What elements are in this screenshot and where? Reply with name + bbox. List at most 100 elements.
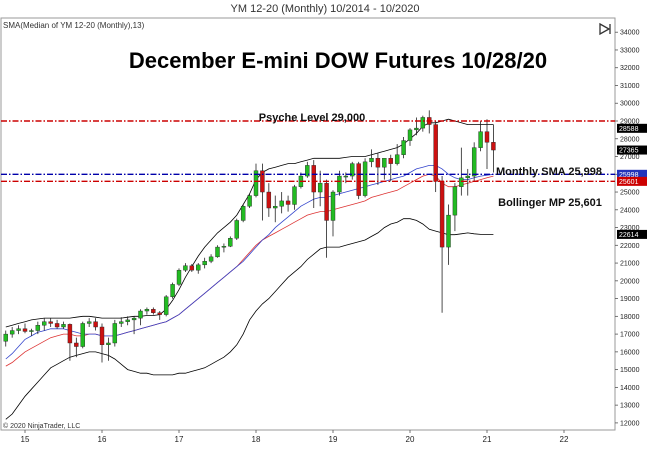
candle	[221, 243, 227, 253]
candle-body	[350, 163, 355, 177]
y-tick-label: 14000	[620, 385, 640, 392]
candle	[484, 119, 490, 169]
y-tick-label: 34000	[620, 30, 640, 37]
price-tag-box	[617, 176, 647, 186]
candle-body	[215, 246, 220, 258]
candle	[266, 183, 272, 217]
candle-body	[446, 214, 451, 248]
x-tick-label: 22	[560, 435, 569, 444]
x-tick-label: 20	[406, 435, 415, 444]
candle-body	[202, 261, 207, 266]
candle-body	[388, 158, 393, 164]
candle-body	[382, 158, 387, 168]
candle	[465, 168, 470, 196]
candle	[163, 295, 169, 317]
candle-body	[285, 200, 291, 205]
candle	[125, 316, 130, 326]
x-tick-label: 16	[98, 435, 107, 444]
candle-body	[208, 256, 214, 262]
candle-body	[471, 147, 477, 177]
candle	[247, 193, 252, 209]
candle-body	[375, 158, 381, 168]
price-tag: 22614	[617, 229, 647, 239]
candle	[151, 307, 156, 315]
candle	[215, 245, 220, 258]
y-tick-label: 16000	[620, 349, 640, 356]
x-tick-label: 19	[329, 435, 338, 444]
price-tag-box	[617, 123, 647, 133]
price-tag-box	[617, 229, 647, 239]
candle-body	[74, 342, 79, 347]
candle-body	[452, 186, 458, 216]
candle	[48, 318, 53, 327]
candle	[80, 321, 85, 349]
candle	[42, 318, 47, 331]
price-tag-label: 25601	[619, 179, 639, 186]
candle	[144, 307, 150, 315]
candle-body	[163, 296, 169, 315]
candle-body	[131, 317, 137, 321]
candle	[74, 337, 79, 358]
candle-body	[80, 323, 85, 347]
x-tick-label: 21	[483, 435, 492, 444]
y-tick-label: 30000	[620, 101, 640, 108]
candle-body	[9, 330, 15, 335]
candle-body	[414, 127, 419, 131]
candle	[330, 190, 336, 237]
candle	[176, 268, 182, 287]
copyright-text: © 2020 NinjaTrader, LLC	[3, 422, 80, 430]
candle	[305, 161, 310, 178]
axes-layer: 12000 13000 14000 15000 16000 17000 18000 19000…	[21, 30, 640, 444]
candle	[29, 328, 34, 336]
candle	[343, 172, 349, 184]
candle	[375, 152, 381, 185]
y-tick-label: 22000	[620, 243, 640, 250]
y-tick-label: 15000	[620, 367, 640, 374]
x-tick-label: 17	[175, 435, 184, 444]
candle-body	[183, 265, 188, 271]
candle-body	[196, 264, 201, 271]
candle	[317, 170, 323, 207]
candle-body	[240, 206, 246, 221]
candle-body	[22, 328, 28, 332]
candle-body	[484, 131, 490, 143]
candle-body	[189, 265, 195, 271]
panel-toggle-icon[interactable]	[597, 21, 612, 36]
candle	[285, 195, 291, 212]
candle-body	[106, 342, 111, 345]
candle	[61, 321, 66, 329]
y-tick-label: 12000	[620, 420, 640, 427]
candle-body	[369, 158, 374, 163]
candle-body	[330, 191, 336, 221]
candle-body	[317, 182, 323, 193]
candle-body	[407, 129, 413, 141]
candle-body	[221, 245, 227, 248]
candle	[16, 325, 21, 335]
candle-body	[478, 131, 483, 148]
candle-body	[228, 238, 233, 247]
candle-body	[99, 326, 105, 345]
candle	[394, 144, 400, 166]
candle	[99, 323, 105, 363]
candle-body	[125, 319, 130, 322]
price-tag: 27365	[617, 145, 647, 155]
candle	[112, 319, 118, 347]
candle	[401, 136, 406, 159]
price-tag-box	[617, 145, 647, 155]
candle	[3, 330, 8, 347]
monthly-sma-label: Monthly SMA 25,998	[496, 166, 602, 178]
candle	[446, 204, 451, 265]
candle	[273, 195, 278, 223]
candle	[292, 184, 297, 210]
price-tag-box	[617, 169, 647, 179]
candle	[202, 257, 207, 269]
sma-13-line	[5, 164, 494, 360]
y-tick-label: 20000	[620, 278, 640, 285]
candle	[356, 161, 361, 200]
candle-body	[273, 206, 278, 209]
candle	[157, 311, 162, 320]
